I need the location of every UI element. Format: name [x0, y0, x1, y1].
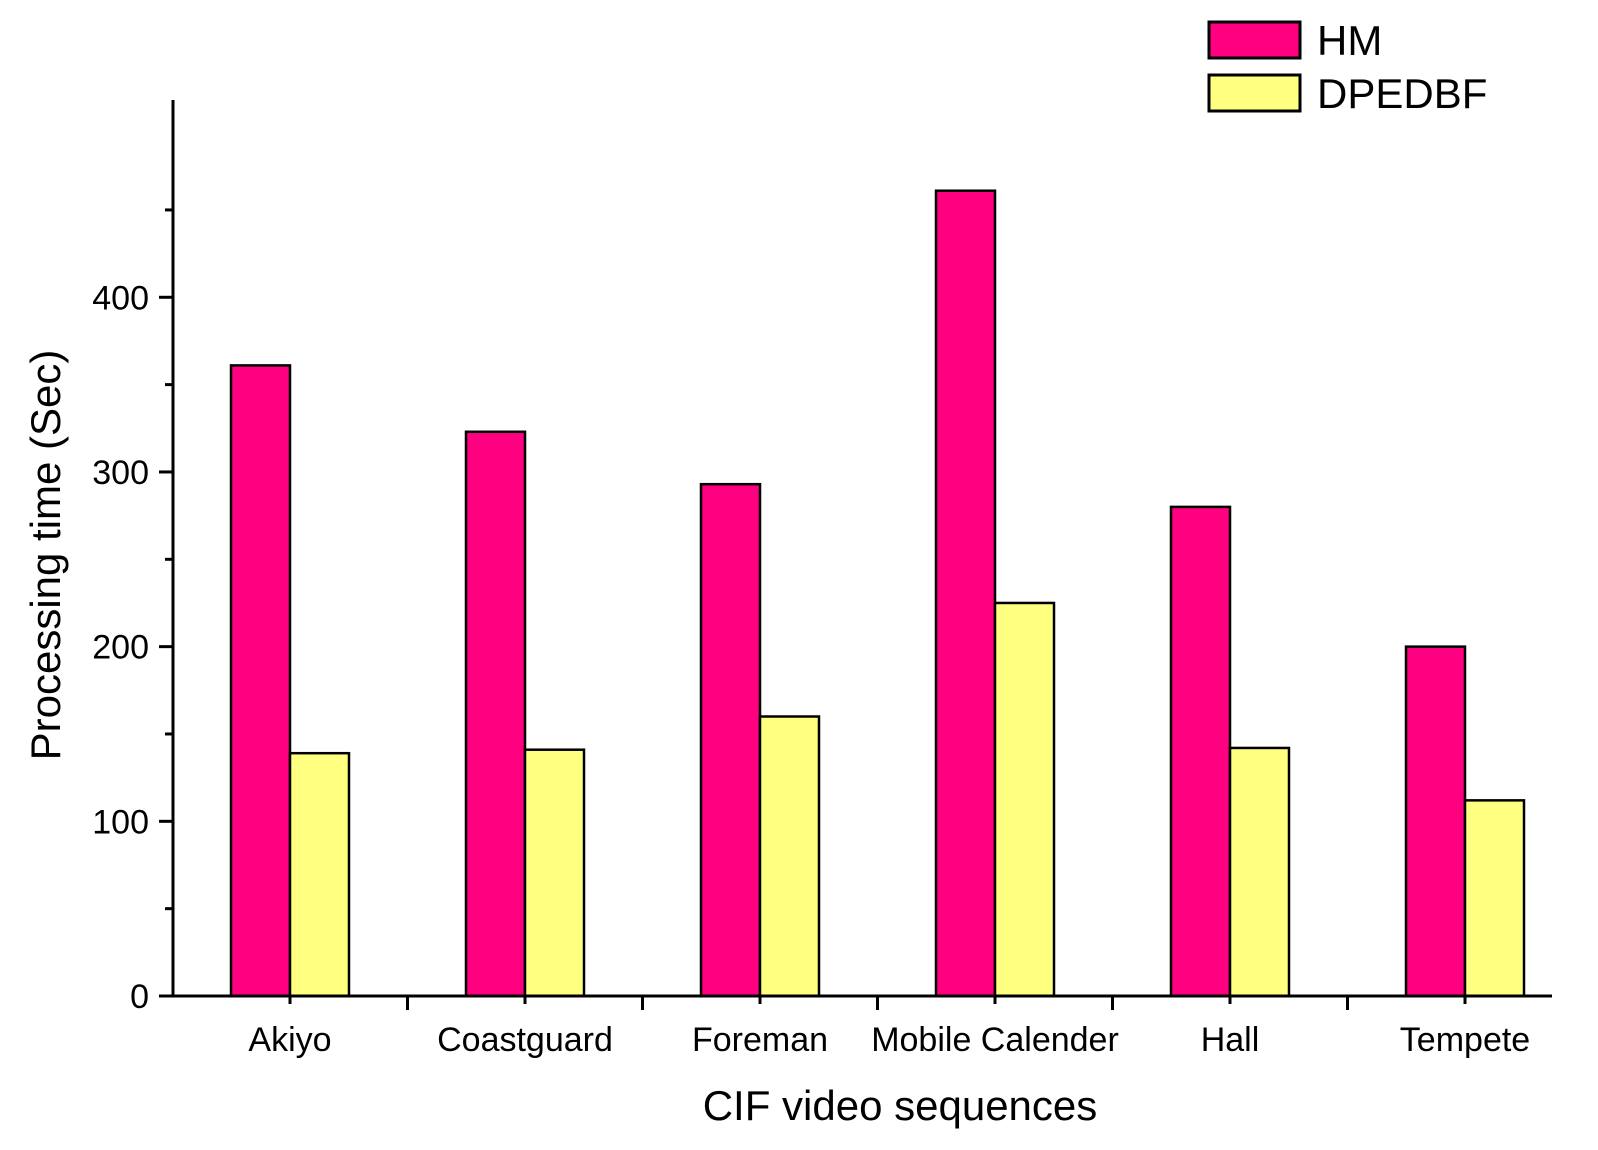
- bar-dpedbf-hall: [1228, 746, 1291, 998]
- bar-dpedbf-akiyo: [288, 751, 351, 998]
- x-ticks-group: Akiyo Coastguard Foreman Mobile Calender Hal…: [248, 996, 1530, 1059]
- bar-hm-hall: [1169, 505, 1232, 998]
- y-tick-label: 300: [92, 454, 149, 492]
- bar-hm-mobile-calender: [934, 189, 997, 998]
- y-tick-label: 400: [92, 279, 149, 317]
- legend-label-hm: HM: [1317, 17, 1382, 64]
- x-tick-label: Coastguard: [437, 1021, 613, 1059]
- y-tick-label: 100: [92, 803, 149, 841]
- x-tick-label: Tempete: [1400, 1021, 1530, 1059]
- x-tick-label: Foreman: [692, 1021, 828, 1059]
- x-tick-label: Hall: [1201, 1021, 1260, 1059]
- legend-swatch-dpedbf: [1207, 73, 1302, 113]
- bar-hm-coastguard: [464, 430, 527, 998]
- bar-hm-tempete: [1404, 645, 1467, 998]
- x-tick-label: Akiyo: [248, 1021, 331, 1059]
- bar-dpedbf-coastguard: [523, 748, 586, 998]
- x-tick-label: Mobile Calender: [871, 1021, 1119, 1059]
- bar-dpedbf-mobile-calender: [993, 601, 1056, 998]
- bar-hm-akiyo: [229, 364, 292, 998]
- bar-dpedbf-tempete: [1463, 799, 1526, 998]
- y-axis-title: Processing time (Sec): [22, 350, 69, 761]
- legend: HM DPEDBF: [1207, 17, 1487, 117]
- y-ticks-group: 0 100 200 300 400: [92, 208, 173, 1016]
- x-axis-title: CIF video sequences: [703, 1082, 1098, 1129]
- bar-hm-foreman: [699, 482, 762, 998]
- y-tick-label: 0: [130, 978, 149, 1016]
- bars-group: [229, 189, 1526, 998]
- legend-label-dpedbf: DPEDBF: [1317, 70, 1487, 117]
- y-tick-label: 200: [92, 629, 149, 667]
- axes-group: [171, 100, 1552, 998]
- legend-swatch-hm: [1207, 20, 1302, 60]
- bar-dpedbf-foreman: [758, 715, 821, 998]
